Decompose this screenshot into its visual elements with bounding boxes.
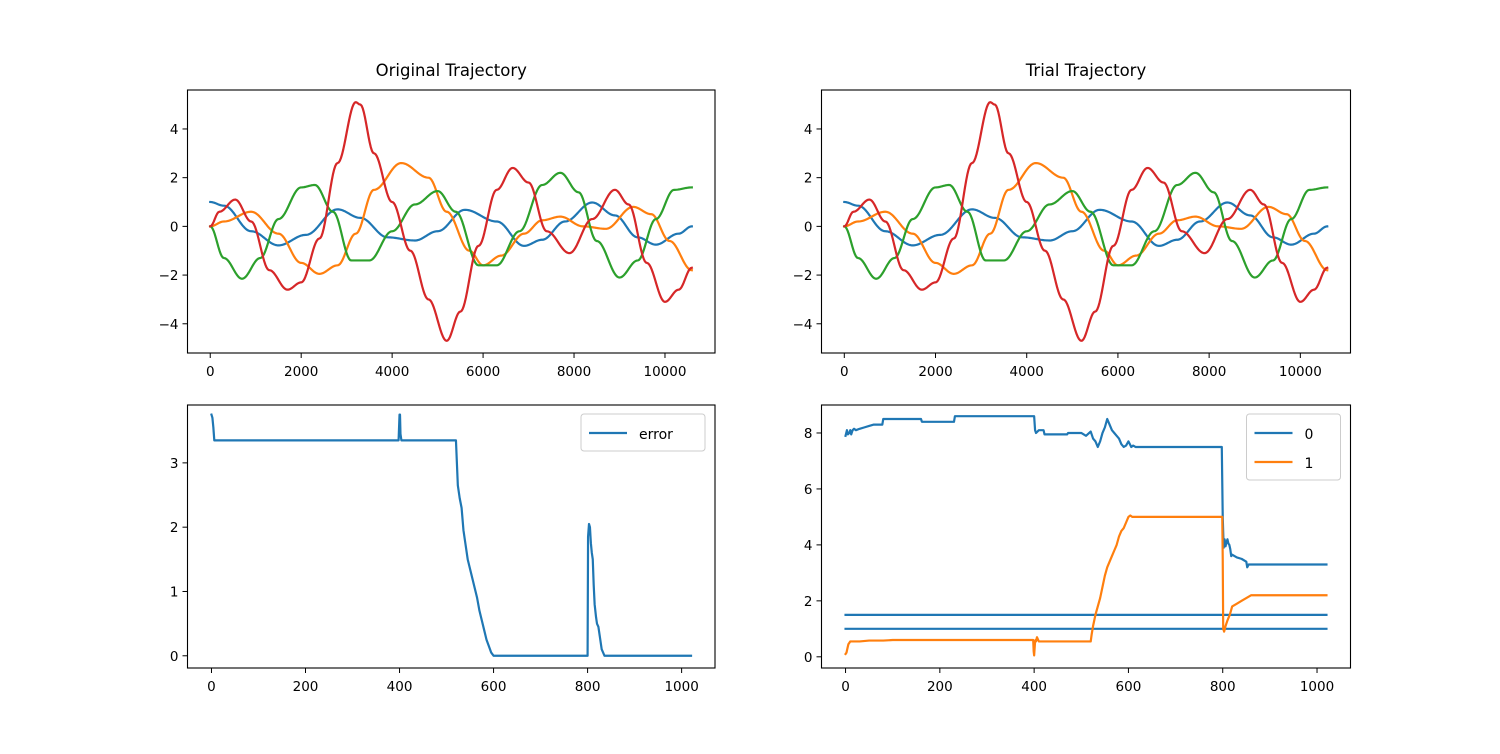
y-tick-label: 0: [804, 650, 813, 666]
x-tick-label: 0: [841, 679, 850, 695]
x-tick-label: 800: [575, 679, 601, 695]
y-tick-label: 8: [804, 426, 813, 442]
x-tick-label: 1000: [1300, 679, 1334, 695]
subplot-0: Original Trajectory 0 2000 4000 6000 8000 1000…: [159, 61, 716, 380]
x-tick-label: 6000: [1101, 364, 1135, 380]
y-tick-label: 1: [170, 584, 179, 600]
chart-title: Trial Trajectory: [1025, 61, 1147, 80]
y-tick-label: 4: [170, 122, 179, 138]
legend-box: [580, 413, 706, 452]
series-line-1: [843, 161, 1329, 275]
axes-frame: [186, 404, 716, 669]
series-line-2: [842, 171, 1329, 280]
y-tick-label: −2: [159, 268, 179, 284]
x-tick-label: 6000: [466, 364, 500, 380]
x-tick-label: 600: [481, 679, 507, 695]
data-layer: [208, 101, 694, 342]
series-line-1: [209, 161, 694, 275]
axes-frame: [820, 89, 1352, 354]
x-tick-label: 800: [1210, 679, 1236, 695]
series-line-0: [209, 200, 694, 247]
y-tick-label: 4: [804, 538, 813, 554]
legend-label: 0: [1305, 427, 1314, 443]
x-tick-label: 200: [293, 679, 319, 695]
y-tick-label: 2: [170, 171, 179, 187]
legend-box: [1246, 413, 1341, 481]
x-tick-label: 8000: [557, 364, 591, 380]
y-tick-label: 4: [804, 122, 813, 138]
legend: 01: [1246, 413, 1341, 481]
y-tick-label: −2: [793, 268, 813, 284]
x-tick-label: 400: [387, 679, 413, 695]
legend-label: error: [639, 427, 673, 443]
x-tick-label: 4000: [375, 364, 409, 380]
subplot-1: Trial Trajectory 0 2000 4000 6000 8000 10000 −4…: [793, 61, 1352, 380]
x-tick-label: 0: [840, 364, 849, 380]
legend-label: 1: [1305, 456, 1314, 472]
chart-title: Original Trajectory: [376, 61, 528, 80]
x-tick-label: 200: [927, 679, 953, 695]
y-tick-label: 0: [804, 219, 813, 235]
x-tick-label: 2000: [918, 364, 952, 380]
x-tick-label: 0: [206, 364, 215, 380]
series-line-3: [208, 101, 694, 342]
legend: error: [580, 413, 706, 452]
x-tick-label: 2000: [284, 364, 318, 380]
axes-frame: [820, 404, 1352, 669]
y-tick-label: −4: [793, 317, 813, 333]
series-line-3: [842, 101, 1329, 342]
subplot-2: 0 200 400 600 800 1000 0 1 2 3 error: [170, 404, 716, 695]
y-tick-label: 6: [804, 482, 813, 498]
x-tick-label: 4000: [1010, 364, 1044, 380]
data-layer: [844, 415, 1328, 657]
x-tick-label: 1000: [664, 679, 698, 695]
data-layer: [210, 413, 693, 657]
x-tick-label: 0: [207, 679, 216, 695]
x-tick-label: 10000: [644, 364, 687, 380]
y-tick-label: 2: [804, 171, 813, 187]
series-line-3: [844, 514, 1328, 657]
axes-frame: [186, 89, 716, 354]
y-tick-label: 0: [170, 649, 179, 665]
y-tick-label: 2: [804, 594, 813, 610]
y-tick-label: 3: [170, 456, 179, 472]
series-line-0: [844, 415, 1328, 569]
y-tick-label: 2: [170, 520, 179, 536]
series-line-2: [208, 171, 693, 280]
x-tick-label: 600: [1116, 679, 1142, 695]
data-layer: [842, 101, 1329, 342]
series-line-0: [210, 413, 693, 657]
y-tick-label: −4: [159, 317, 179, 333]
y-tick-label: 0: [170, 219, 179, 235]
x-tick-label: 400: [1021, 679, 1047, 695]
series-line-0: [843, 200, 1329, 247]
x-tick-label: 8000: [1192, 364, 1226, 380]
x-tick-label: 10000: [1279, 364, 1322, 380]
